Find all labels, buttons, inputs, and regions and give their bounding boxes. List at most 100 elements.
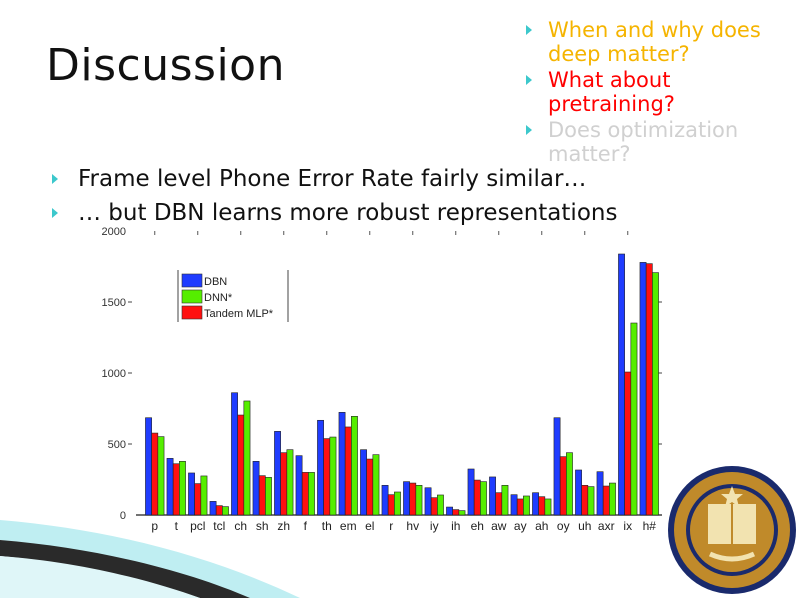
x-tick-label: pcl — [190, 519, 205, 533]
bar-tandemmlp — [473, 479, 481, 516]
side-bullet-2: What about pretraining? — [526, 68, 796, 116]
bar-dnn — [179, 461, 186, 516]
bar-dnn — [566, 452, 573, 516]
bar-dnn — [652, 272, 659, 516]
main-bullet-list: Frame level Phone Error Rate fairly simi… — [52, 162, 617, 230]
x-tick-label: iy — [430, 519, 439, 533]
bar-dbn — [467, 468, 475, 516]
x-tick-label: ix — [623, 519, 632, 533]
x-tick-label: p — [151, 519, 158, 533]
side-bullet-3: Does optimization matter? — [526, 118, 796, 166]
bar-dbn — [252, 461, 260, 516]
bar-tandemmlp — [645, 263, 653, 516]
x-tick-label: h# — [643, 519, 657, 533]
bar-dbn — [489, 476, 496, 516]
bar-dbn — [532, 492, 539, 516]
bar-dnn — [501, 485, 509, 516]
bar-tandemmlp — [624, 371, 632, 516]
uc-berkeley-seal-logo — [668, 466, 796, 594]
bar-tandemmlp — [215, 505, 223, 516]
bar-dnn — [480, 481, 487, 516]
bar-dnn — [630, 322, 638, 516]
bar-dbn — [403, 481, 410, 516]
y-tick-label: 2000 — [102, 226, 126, 238]
bar-dnn — [222, 506, 229, 516]
bar-dnn — [458, 510, 466, 516]
side-bullet-list: When and why does deep matter? What abou… — [526, 18, 796, 168]
bar-dbn — [639, 262, 647, 516]
legend-swatch — [181, 289, 203, 304]
bar-dnn — [415, 485, 423, 516]
x-tick-label: r — [389, 519, 393, 533]
main-bullet-text: Frame level Phone Error Rate fairly simi… — [78, 166, 587, 192]
bar-tandemmlp — [559, 456, 567, 516]
x-tick-label: eh — [471, 519, 484, 533]
bar-tandemmlp — [151, 432, 159, 516]
legend-label: DNN* — [204, 292, 233, 304]
side-bullet-text: What about pretraining? — [548, 68, 675, 116]
slide-title: Discussion — [46, 40, 285, 91]
bar-tandemmlp — [387, 494, 395, 516]
x-tick-label: th — [322, 519, 332, 533]
triangle-bullet-icon — [526, 125, 532, 135]
x-tick-label: t — [175, 519, 179, 533]
bar-dnn — [544, 498, 552, 516]
bar-tandemmlp — [258, 475, 266, 516]
bar-dbn — [145, 417, 152, 516]
main-bullet-1: Frame level Phone Error Rate fairly simi… — [52, 162, 617, 196]
legend-swatch — [181, 273, 203, 288]
bar-dbn — [317, 419, 324, 516]
x-tick-label: em — [340, 519, 357, 533]
bar-tandemmlp — [323, 438, 331, 516]
bar-tandemmlp — [194, 483, 202, 516]
y-tick-label: 1000 — [102, 368, 126, 380]
x-tick-label: oy — [557, 519, 570, 533]
bar-tandemmlp — [409, 482, 417, 516]
x-tick-label: tcl — [213, 519, 225, 533]
x-tick-label: uh — [578, 519, 591, 533]
bar-dnn — [243, 400, 251, 516]
bar-tandemmlp — [602, 485, 610, 516]
bar-tandemmlp — [280, 452, 288, 516]
bar-dbn — [209, 501, 217, 516]
x-tick-label: ah — [535, 519, 548, 533]
bar-dnn — [394, 491, 401, 516]
triangle-bullet-icon — [52, 208, 58, 218]
bar-tandemmlp — [495, 492, 503, 516]
y-tick-label: 0 — [120, 510, 126, 522]
bar-dbn — [295, 455, 303, 516]
bar-dbn — [575, 469, 582, 516]
x-tick-label: axr — [598, 519, 615, 533]
bar-tandemmlp — [172, 463, 180, 516]
x-tick-label: ch — [234, 519, 247, 533]
side-bullet-text: Does optimization matter? — [548, 118, 739, 166]
legend-swatch — [181, 305, 203, 320]
bar-dnn — [372, 454, 380, 516]
bar-tandemmlp — [366, 458, 374, 516]
x-tick-label: hv — [406, 519, 419, 533]
side-bullet-1: When and why does deep matter? — [526, 18, 796, 66]
bar-dbn — [446, 506, 453, 516]
bar-dbn — [510, 494, 518, 516]
bar-dbn — [338, 412, 346, 516]
bar-dnn — [329, 436, 337, 516]
bar-tandemmlp — [237, 414, 245, 516]
bar-dnn — [286, 449, 294, 516]
bar-dnn — [523, 495, 530, 516]
bar-dbn — [188, 472, 195, 516]
x-tick-label: f — [304, 519, 308, 533]
x-tick-label: zh — [277, 519, 290, 533]
bar-dbn — [424, 487, 432, 516]
bar-tandemmlp — [301, 472, 309, 516]
x-tick-label: sh — [256, 519, 269, 533]
bar-dbn — [274, 431, 281, 516]
bar-tandemmlp — [344, 426, 352, 516]
bar-tandemmlp — [581, 485, 589, 516]
triangle-bullet-icon — [526, 75, 532, 85]
main-bullet-text: … but DBN learns more robust representat… — [78, 200, 618, 226]
bar-tandemmlp — [430, 497, 438, 516]
bar-dnn — [308, 472, 315, 516]
bar-dbn — [596, 471, 604, 516]
